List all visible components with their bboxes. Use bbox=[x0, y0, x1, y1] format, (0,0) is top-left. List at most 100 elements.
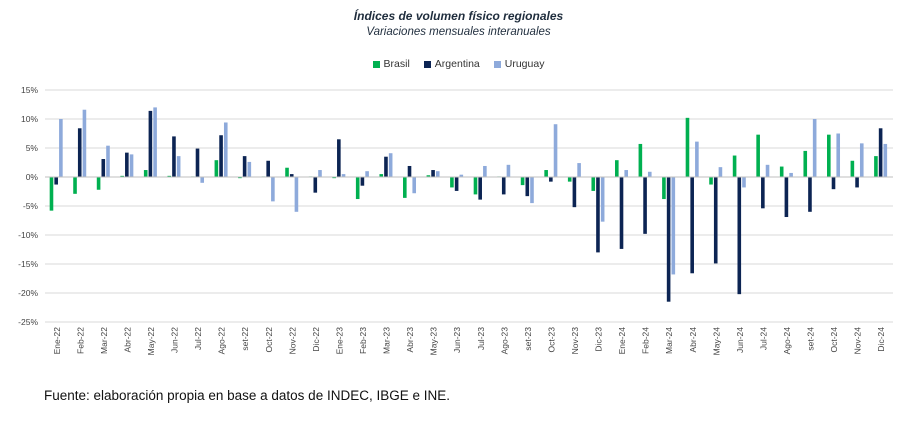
bar-brasil bbox=[615, 160, 619, 177]
bar-brasil bbox=[96, 177, 101, 190]
bar-brasil bbox=[732, 155, 737, 177]
x-tick-label: set-23 bbox=[523, 327, 533, 351]
x-tick-label: Jun-23 bbox=[452, 327, 462, 353]
chart-subtitle: Variaciones mensuales interanuales bbox=[366, 26, 551, 38]
bar-uruguay bbox=[200, 177, 205, 183]
legend: Brasil Argentina Uruguay bbox=[0, 58, 917, 70]
bar-uruguay bbox=[695, 141, 699, 177]
bar-argentina bbox=[266, 160, 270, 177]
bar-brasil bbox=[662, 177, 666, 200]
bar-uruguay bbox=[883, 143, 888, 177]
bar-argentina bbox=[125, 152, 129, 177]
x-tick-label: Ago-23 bbox=[499, 327, 509, 355]
bar-uruguay bbox=[271, 177, 275, 202]
bar-argentina bbox=[784, 177, 789, 218]
legend-label-uruguay: Uruguay bbox=[504, 58, 545, 70]
bar-uruguay bbox=[553, 124, 558, 177]
bar-brasil bbox=[567, 177, 572, 182]
legend-swatch-uruguay bbox=[493, 60, 501, 68]
bar-brasil bbox=[709, 177, 713, 185]
bar-brasil bbox=[685, 117, 690, 177]
bar-argentina bbox=[831, 177, 836, 190]
bar-uruguay bbox=[176, 156, 181, 177]
x-tick-label: Abr-22 bbox=[122, 327, 132, 353]
bar-brasil bbox=[450, 177, 454, 188]
bar-uruguay bbox=[459, 174, 464, 177]
x-tick-label: Nov-24 bbox=[853, 327, 863, 355]
bar-uruguay bbox=[789, 172, 793, 177]
source-note: Fuente: elaboración propia en base a dat… bbox=[44, 388, 450, 403]
bar-argentina bbox=[337, 139, 341, 177]
x-tick-label: Feb-22 bbox=[75, 327, 85, 354]
bar-brasil bbox=[544, 170, 548, 177]
bar-argentina bbox=[242, 156, 247, 177]
bar-uruguay bbox=[742, 177, 746, 188]
bar-brasil bbox=[167, 175, 172, 177]
bar-argentina bbox=[54, 177, 58, 185]
y-tick-label: 10% bbox=[21, 114, 38, 124]
x-tick-label: Mar-24 bbox=[664, 327, 674, 354]
bar-brasil bbox=[355, 177, 360, 200]
bar-uruguay bbox=[577, 163, 581, 177]
x-tick-label: set-24 bbox=[806, 327, 816, 351]
bar-argentina bbox=[666, 177, 671, 302]
x-tick-label: Feb-24 bbox=[641, 327, 651, 354]
bar-argentina bbox=[384, 156, 388, 177]
bar-brasil bbox=[238, 177, 242, 179]
x-tick-label: Dic-23 bbox=[594, 327, 604, 352]
bar-brasil bbox=[756, 134, 760, 177]
bar-argentina bbox=[101, 159, 106, 177]
bar-argentina bbox=[407, 165, 412, 177]
x-tick-label: Mar-23 bbox=[382, 327, 392, 354]
bar-uruguay bbox=[365, 171, 369, 177]
bar-brasil bbox=[850, 160, 855, 177]
bar-argentina bbox=[360, 177, 365, 186]
x-tick-label: Abr-24 bbox=[688, 327, 698, 353]
x-tick-label: Mar-22 bbox=[99, 327, 109, 354]
bar-brasil bbox=[49, 177, 54, 211]
x-tick-label: Dic-24 bbox=[876, 327, 886, 352]
x-tick-label: Oct-22 bbox=[264, 327, 274, 353]
x-tick-label: Jun-22 bbox=[170, 327, 180, 353]
bar-brasil bbox=[803, 150, 808, 177]
bar-uruguay bbox=[624, 170, 629, 177]
bar-argentina bbox=[289, 174, 294, 177]
legend-swatch-brasil bbox=[372, 60, 380, 68]
bar-argentina bbox=[501, 177, 506, 195]
bar-argentina bbox=[643, 177, 647, 234]
bar-uruguay bbox=[129, 154, 134, 177]
bar-uruguay bbox=[506, 164, 511, 177]
bar-brasil bbox=[403, 177, 407, 198]
x-tick-label: Jun-24 bbox=[735, 327, 745, 353]
bar-argentina bbox=[195, 148, 200, 177]
bar-argentina bbox=[148, 110, 153, 177]
bar-brasil bbox=[874, 156, 878, 177]
x-tick-label: May-24 bbox=[711, 327, 721, 356]
bar-uruguay bbox=[247, 161, 252, 177]
bar-brasil bbox=[591, 177, 596, 191]
x-tick-label: May-23 bbox=[429, 327, 439, 356]
bar-uruguay bbox=[718, 167, 723, 177]
bar-uruguay bbox=[106, 145, 110, 177]
bar-brasil bbox=[638, 143, 643, 177]
y-tick-label: 0% bbox=[26, 172, 39, 182]
x-tick-label: Nov-22 bbox=[287, 327, 297, 355]
bar-argentina bbox=[549, 177, 553, 182]
x-tick-label: Ene-23 bbox=[334, 327, 344, 355]
bar-uruguay bbox=[483, 165, 487, 177]
bar-argentina bbox=[761, 177, 765, 209]
bar-uruguay bbox=[812, 119, 817, 177]
legend-item-brasil: Brasil bbox=[372, 58, 410, 70]
bar-argentina bbox=[690, 177, 694, 274]
bar-uruguay bbox=[412, 177, 417, 194]
bar-argentina bbox=[572, 177, 577, 208]
bar-brasil bbox=[73, 177, 77, 194]
x-tick-label: Feb-23 bbox=[358, 327, 368, 354]
bar-uruguay bbox=[530, 177, 534, 204]
bar-brasil bbox=[520, 177, 525, 186]
y-tick-label: -15% bbox=[18, 259, 38, 269]
bar-uruguay bbox=[82, 109, 87, 177]
legend-item-argentina: Argentina bbox=[423, 58, 480, 70]
bar-uruguay bbox=[388, 153, 393, 177]
